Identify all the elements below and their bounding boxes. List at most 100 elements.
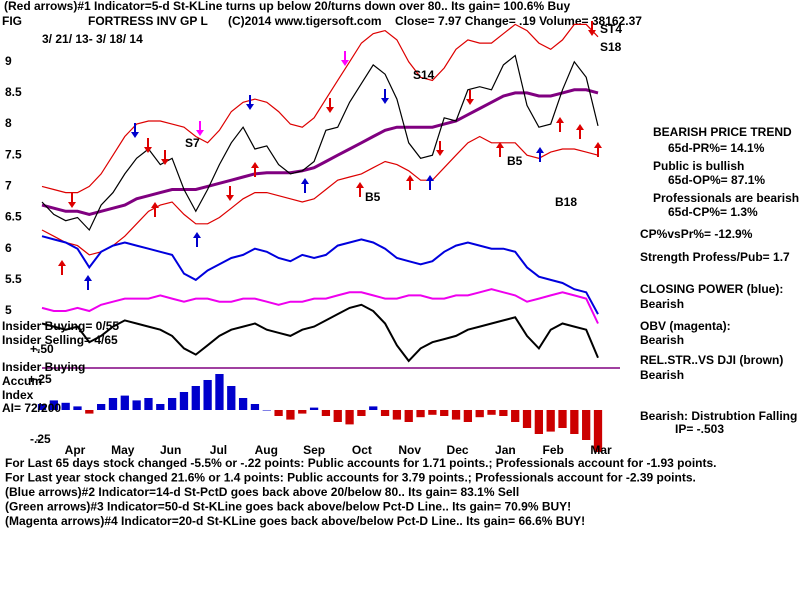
side-panel-text: CP%vsPr%= -12.9%: [640, 227, 753, 241]
left-label: Insider Buying= 0/55: [2, 319, 119, 333]
footer-line: (Green arrows)#3 Indicator=50-d St-KLine…: [5, 500, 571, 514]
accum-bar: [262, 409, 271, 411]
accum-bar: [97, 403, 106, 410]
y-tick-label: 8: [5, 116, 12, 130]
y-tick-label: 5: [5, 303, 12, 317]
signal-arrow-head: [594, 142, 602, 148]
x-tick-label: Feb: [543, 443, 564, 457]
footer-line: For Last 65 days stock changed -5.5% or …: [5, 456, 717, 470]
accum-bar: [475, 409, 484, 418]
side-panel-text: Bearish: Distrubtion Falling: [640, 409, 797, 423]
line: [41, 288, 599, 324]
signal-arrow-head: [381, 98, 389, 104]
accum-bar: [380, 409, 390, 416]
y2-tick-label: +.25: [28, 372, 52, 386]
accum-bar: [451, 409, 461, 420]
accum-bar: [499, 409, 508, 416]
copyright: (C)2014 www.tigersoft.com: [228, 14, 382, 28]
signal-arrow-head: [356, 182, 364, 188]
signal-arrow-head: [556, 117, 564, 123]
x-tick-label: Apr: [65, 443, 86, 457]
signal-arrow-head: [436, 150, 444, 156]
accum-bar: [191, 385, 200, 410]
accum-bar: [369, 406, 378, 410]
x-tick-label: Jan: [495, 443, 516, 457]
footer-line: (Magenta arrows)#4 Indicator=20-d St-KLi…: [5, 514, 585, 528]
signal-arrow-head: [466, 99, 474, 105]
signal-label: S18: [600, 40, 622, 54]
accum-bar: [286, 409, 295, 420]
accum-bar: [250, 403, 260, 410]
y2-tick-label: -.25: [30, 432, 51, 446]
accum-bar: [120, 395, 129, 410]
accum-bar: [37, 403, 47, 410]
date-range: 3/ 21/ 13- 3/ 18/ 14: [42, 32, 143, 46]
accum-bar: [534, 409, 543, 434]
accum-bar: [132, 400, 141, 410]
side-panel-text: CLOSING POWER (blue):: [640, 282, 783, 296]
left-label: Accum: [2, 374, 42, 388]
signal-arrow-head: [496, 142, 504, 148]
line: [41, 88, 599, 216]
left-label: Insider Buying: [2, 360, 85, 374]
signal-arrow-head: [161, 159, 169, 165]
side-panel-text: BEARISH PRICE TREND: [653, 125, 792, 139]
x-tick-label: Dec: [447, 443, 469, 457]
accum-bar: [321, 409, 331, 416]
accum-bar: [85, 409, 94, 414]
signal-arrow-head: [536, 147, 544, 153]
x-tick-label: Sep: [303, 443, 325, 457]
x-tick-label: Jun: [160, 443, 181, 457]
left-label: Index: [2, 388, 34, 402]
accum-bar: [49, 400, 58, 410]
y-tick-label: 7.5: [5, 147, 22, 161]
accum-bar: [522, 409, 532, 428]
accum-bar: [298, 409, 307, 414]
signal-arrow-head: [193, 232, 201, 238]
signal-arrow-head: [588, 30, 596, 36]
y-tick-label: 5.5: [5, 272, 22, 286]
accum-bar: [558, 409, 567, 428]
y-tick-label: 8.5: [5, 85, 22, 99]
signal-arrow-head: [576, 124, 584, 130]
accum-bar: [73, 406, 82, 410]
left-label: Insider Selling= 4/65: [2, 333, 118, 347]
side-panel-text: REL.STR..VS DJI (brown): [640, 353, 783, 367]
accum-bar: [582, 409, 591, 440]
signal-arrow-head: [196, 130, 204, 136]
signal-arrow-head: [426, 175, 434, 181]
x-tick-label: Jul: [210, 443, 227, 457]
accum-bar: [357, 409, 366, 416]
y2-tick-label: +.50: [30, 342, 54, 356]
accum-bar: [333, 409, 342, 422]
side-panel-text: 65d-OP%= 87.1%: [668, 173, 765, 187]
signal-label: S14: [413, 68, 435, 82]
accum-bar: [428, 409, 437, 415]
accum-bar: [404, 409, 413, 422]
accum-bar: [167, 397, 177, 410]
signal-label: B18: [555, 195, 577, 209]
side-panel-text: Bearish: [640, 297, 684, 311]
accum-bar: [274, 409, 283, 416]
side-panel-text: Public is bullish: [653, 159, 744, 173]
x-tick-label: Nov: [398, 443, 421, 457]
accum-bar: [463, 409, 473, 422]
line: [41, 54, 599, 232]
signal-arrow-head: [151, 202, 159, 208]
side-panel-text: Professionals are bearish: [653, 191, 799, 205]
signal-arrow-head: [406, 175, 414, 181]
x-tick-label: Mar: [590, 443, 612, 457]
signal-arrow-head: [58, 260, 66, 266]
signal-arrow-head: [246, 104, 254, 110]
signal-label: B5: [365, 190, 381, 204]
signal-arrow-head: [341, 60, 349, 66]
side-panel-text: Bearish: [640, 368, 684, 382]
side-panel-text: 65d-PR%= 14.1%: [668, 141, 765, 155]
signal-arrow-head: [226, 195, 234, 201]
accum-bar: [238, 397, 248, 410]
accum-bar: [309, 407, 319, 410]
accum-bar: [511, 409, 520, 422]
accum-bar: [546, 409, 555, 432]
accum-bar: [156, 403, 165, 410]
